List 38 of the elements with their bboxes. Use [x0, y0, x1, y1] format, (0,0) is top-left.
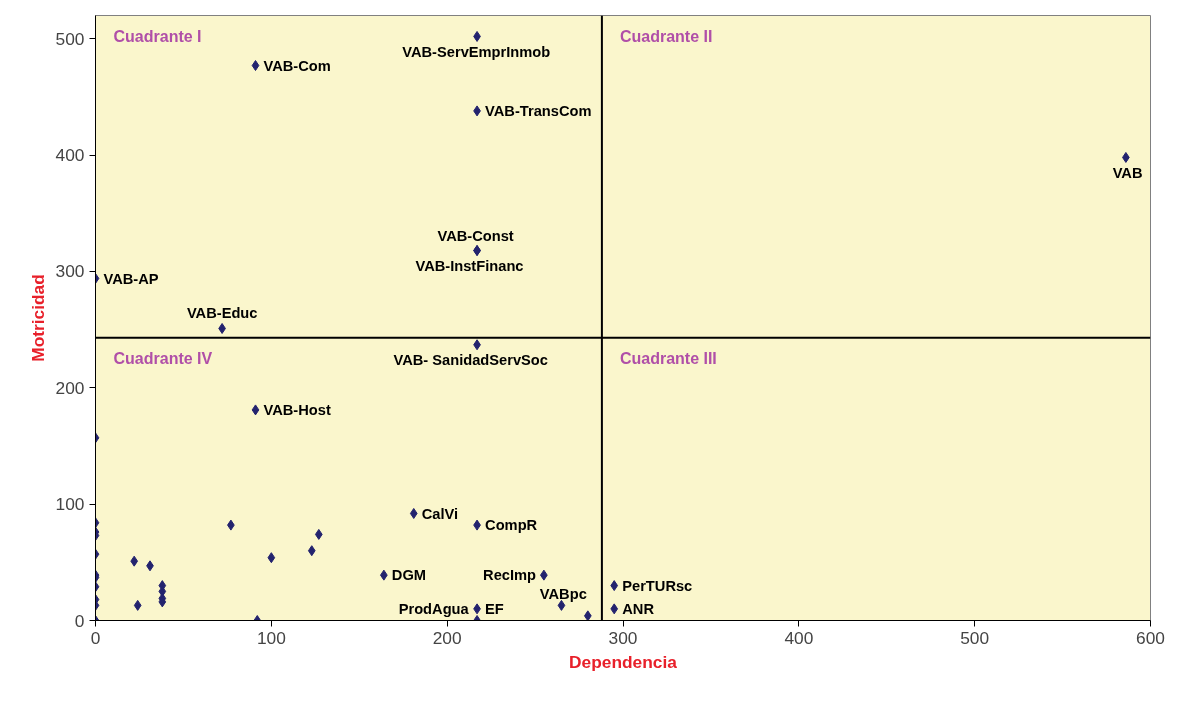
data-label: VABpc [539, 585, 587, 602]
x-tick-label: 0 [90, 627, 101, 648]
data-label: DGM [391, 567, 427, 584]
data-label: VAB-AP [103, 270, 159, 287]
y-tick-label: 500 [55, 28, 85, 49]
data-label: VAB-InstFinanc [415, 258, 524, 275]
annotation: Cuadrante III [619, 349, 717, 367]
x-tick-label: 300 [608, 627, 638, 648]
data-label: VAB-Const [437, 227, 514, 244]
y-tick-label: 400 [55, 145, 85, 166]
y-tick-label: 0 [74, 610, 85, 631]
data-label: CompR [485, 517, 538, 534]
y-tick-label: 100 [55, 494, 85, 515]
data-label: VAB-TransCom [485, 103, 592, 120]
x-tick-label: 200 [432, 627, 462, 648]
x-tick-label: 500 [960, 627, 990, 648]
data-label: CalVi [421, 505, 459, 522]
data-label: VAB-Com [263, 57, 331, 74]
data-label: VAB-ServEmprInmob [402, 44, 551, 61]
annotation: Cuadrante II [619, 27, 713, 45]
data-label: RecImp [483, 567, 537, 584]
annotation: Cuadrante IV [113, 349, 213, 367]
data-label: VAB- SanidadServSoc [393, 352, 548, 369]
data-label: ProdAgua [398, 601, 470, 618]
x-tick-label: 600 [1136, 627, 1165, 648]
y-tick-label: 200 [55, 377, 85, 398]
data-label: ANR [622, 601, 655, 618]
x-axis-title: Dependencia [569, 651, 678, 672]
y-axis-title: Motricidad [27, 274, 48, 362]
data-label: EF [485, 600, 504, 617]
data-label: PerTURsc [622, 577, 693, 594]
x-tick-label: 400 [784, 627, 814, 648]
y-tick-label: 300 [55, 261, 85, 282]
annotation: Cuadrante I [113, 27, 202, 45]
data-label: VAB-Host [263, 402, 331, 419]
data-label: VAB-Educ [186, 305, 258, 322]
x-tick-label: 100 [256, 627, 286, 648]
data-label: VAB [1112, 165, 1143, 182]
